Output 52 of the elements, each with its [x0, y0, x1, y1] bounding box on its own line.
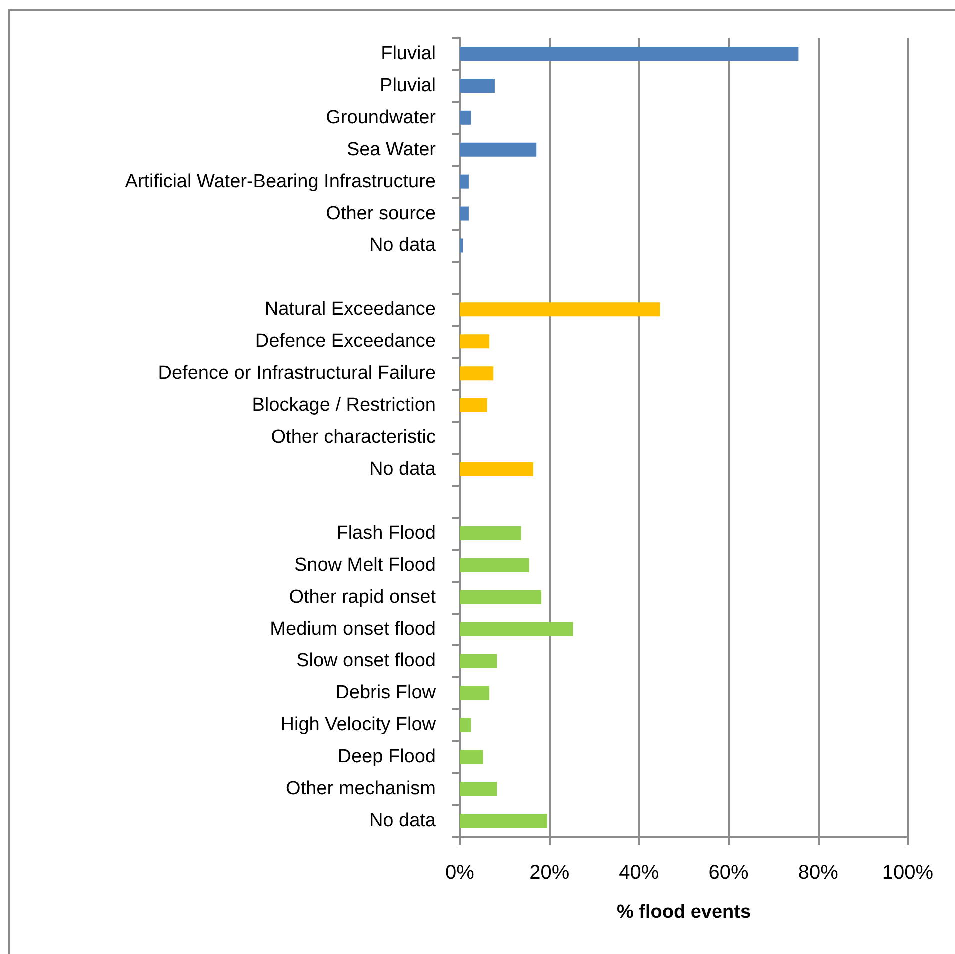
- bar: [460, 334, 490, 349]
- y-tick-label: Groundwater: [326, 107, 437, 128]
- bar: [460, 590, 542, 604]
- bar: [460, 814, 548, 828]
- y-tick-label: Defence or Infrastructural Failure: [158, 363, 436, 384]
- y-tick-label: Pluvial: [380, 75, 436, 96]
- bar: [460, 366, 494, 381]
- y-tick-label: Slow onset flood: [296, 650, 436, 672]
- y-tick-label: Debris Flow: [336, 682, 436, 704]
- bar: [460, 686, 490, 700]
- x-tick-label: 100%: [882, 862, 934, 884]
- y-tick-label: Other rapid onset: [289, 586, 437, 608]
- y-tick-label: Medium onset flood: [270, 618, 436, 640]
- y-tick-label: Natural Exceedance: [264, 299, 436, 320]
- bar: [460, 302, 660, 317]
- bar: [460, 46, 799, 61]
- bar: [460, 750, 484, 764]
- bar: [460, 174, 469, 189]
- x-tick-label: 20%: [530, 862, 570, 884]
- bar: [460, 142, 537, 157]
- y-tick-label: No data: [369, 235, 436, 256]
- x-tick-label: 0%: [446, 862, 475, 884]
- x-tick-label: 80%: [798, 862, 839, 884]
- x-tick-label: 40%: [619, 862, 660, 884]
- y-tick-label: Deep Flood: [338, 746, 436, 768]
- bar: [460, 622, 574, 636]
- bar: [460, 398, 488, 413]
- y-tick-label: Blockage / Restriction: [252, 395, 436, 416]
- y-tick-label: Defence Exceedance: [255, 331, 436, 352]
- y-tick-label: Other mechanism: [286, 778, 436, 800]
- y-tick-label: Fluvial: [381, 43, 436, 64]
- y-tick-label: Artificial Water-Bearing Infrastructure: [125, 171, 436, 192]
- bar: [460, 526, 522, 540]
- y-tick-label: Sea Water: [346, 139, 437, 160]
- bar: [460, 462, 534, 476]
- bar: [460, 78, 495, 93]
- y-tick-label: High Velocity Flow: [280, 714, 436, 736]
- x-axis-title: % flood events: [616, 902, 752, 923]
- bar: [460, 238, 464, 253]
- bar: [460, 718, 472, 732]
- y-tick-label: Other characteristic: [271, 427, 436, 448]
- y-tick-label: Other source: [326, 203, 436, 224]
- bar: [460, 206, 469, 221]
- x-tick-label: 60%: [708, 862, 750, 884]
- bar: [460, 558, 530, 572]
- bar: [460, 782, 498, 796]
- y-tick-label: Flash Flood: [336, 522, 436, 544]
- bar: [460, 654, 498, 668]
- y-tick-label: No data: [369, 458, 436, 480]
- y-tick-label: No data: [369, 810, 436, 832]
- y-tick-label: Snow Melt Flood: [294, 554, 436, 576]
- bar: [460, 110, 472, 125]
